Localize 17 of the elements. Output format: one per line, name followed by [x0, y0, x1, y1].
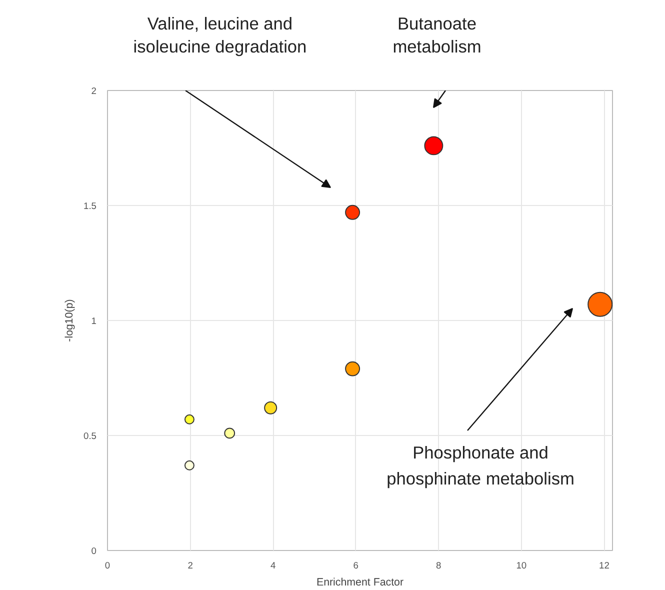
x-axis-title: Enrichment Factor [316, 576, 404, 588]
x-tick-label: 6 [353, 560, 358, 570]
y-tick-label: 1 [91, 316, 97, 326]
y-tick-label: 0 [91, 546, 97, 556]
x-tick-label: 4 [270, 560, 276, 570]
text: Valine, leucine and isoleucine degradation [133, 12, 307, 58]
x-tick-label: 10 [516, 560, 527, 570]
x-tick-label: 0 [104, 560, 110, 570]
y-tick-label: 2 [91, 86, 97, 96]
x-tick-label: 12 [599, 560, 610, 570]
y-axis-title: -log10(p) [64, 299, 76, 342]
y-tick-label: 1.5 [84, 201, 96, 211]
x-tick-label: 2 [188, 560, 193, 570]
y-tick-label: 0.5 [84, 431, 96, 441]
x-tick-label: 8 [436, 560, 442, 570]
annotation: Phosphonate and phosphinate metabolism [386, 442, 574, 488]
text: Butanoate metabolism [392, 12, 482, 58]
